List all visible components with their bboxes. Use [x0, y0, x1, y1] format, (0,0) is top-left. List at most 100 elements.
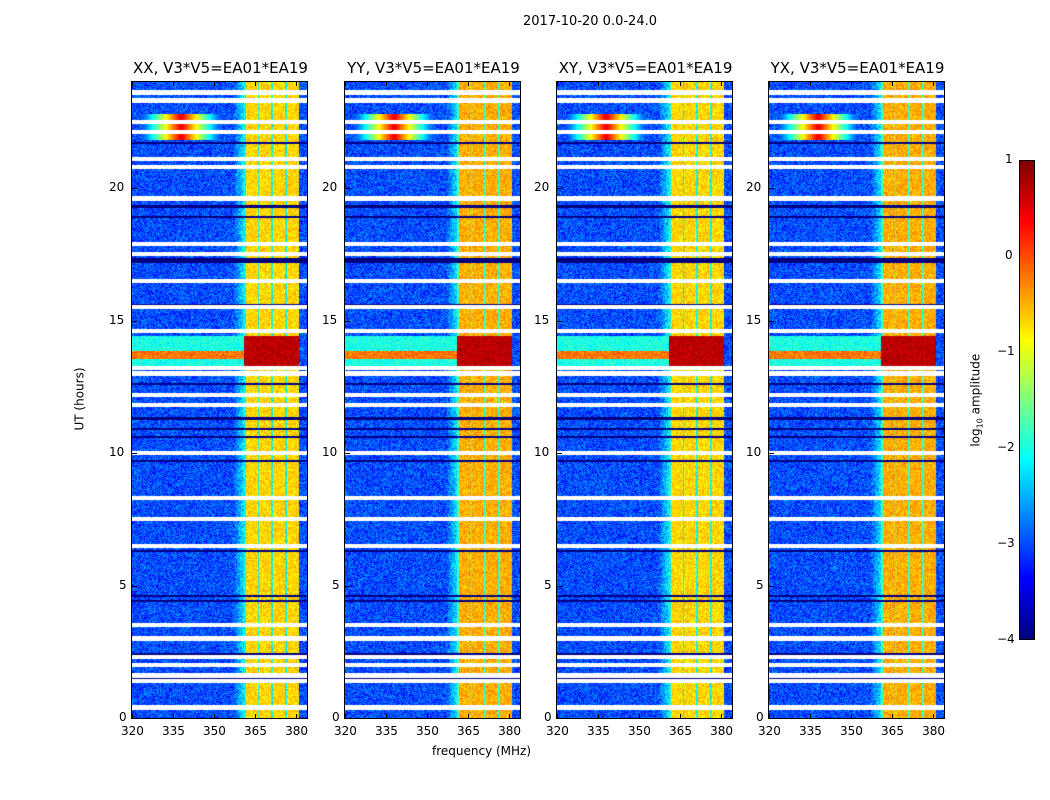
x-tick-mark [255, 714, 257, 719]
x-tick-mark [557, 714, 558, 719]
x-tick-mark [345, 714, 346, 719]
panel-title: XY, V3*V5=EA01*EA19 [558, 59, 733, 77]
figure-title: 2017-10-20 0.0-24.0 [523, 14, 657, 29]
x-tick-label: 335 [587, 724, 610, 738]
y-tick-label: 15 [534, 312, 550, 327]
x-tick-mark [721, 81, 723, 86]
x-tick-mark [173, 714, 175, 719]
y-tick-mark [557, 188, 562, 189]
y-tick-mark [132, 585, 137, 587]
x-tick-label: 335 [375, 724, 398, 738]
y-tick-label: 10 [534, 445, 550, 459]
y-tick-mark [132, 718, 137, 719]
y-tick-mark [557, 320, 562, 322]
x-tick-mark [345, 81, 346, 86]
y-tick-mark [345, 453, 350, 454]
panel-title: YX, V3*V5=EA01*EA19 [770, 59, 945, 77]
y-tick-label: 0 [756, 710, 764, 724]
y-tick-mark [769, 320, 774, 322]
y-tick-label: 10 [109, 445, 125, 459]
y-tick-mark [132, 453, 137, 454]
x-tick-mark [639, 714, 641, 719]
x-tick-label: 335 [162, 724, 185, 738]
panel-xy: XY, V3*V5=EA01*EA19 [556, 59, 733, 719]
x-tick-label: 320 [546, 724, 569, 738]
x-tick-label: 350 [628, 724, 651, 738]
y-tick-mark [345, 188, 350, 189]
y-tick-label: 20 [746, 180, 762, 194]
x-tick-mark [386, 714, 388, 719]
y-tick-mark [769, 585, 774, 587]
y-tick-mark [132, 188, 137, 189]
x-tick-mark [892, 81, 894, 86]
y-tick-label: 20 [322, 180, 338, 194]
x-tick-label: 380 [922, 724, 945, 738]
y-tick-label: 15 [322, 312, 338, 327]
x-tick-label: 380 [285, 724, 308, 738]
x-tick-mark [933, 81, 935, 86]
x-tick-mark [214, 81, 216, 86]
y-tick-label: 20 [109, 180, 125, 194]
x-tick-mark [892, 714, 894, 719]
x-tick-mark [769, 81, 770, 86]
x-tick-mark [468, 81, 470, 86]
x-tick-mark [173, 81, 175, 86]
x-tick-label: 350 [416, 724, 439, 738]
colorbar-label: log10 amplitude [968, 353, 985, 447]
x-tick-mark [214, 714, 216, 719]
y-tick-label: 15 [746, 312, 762, 327]
x-tick-mark [386, 81, 388, 86]
x-tick-label: 380 [498, 724, 521, 738]
waterfall-heatmap [557, 82, 732, 718]
y-tick-label: 20 [534, 180, 550, 194]
y-tick-mark [345, 718, 350, 719]
y-tick-mark [132, 320, 137, 322]
x-tick-mark [132, 81, 133, 86]
y-tick-label: 0 [119, 710, 127, 724]
x-tick-mark [933, 714, 935, 719]
y-tick-label: 5 [756, 577, 764, 592]
x-tick-mark [598, 81, 600, 86]
x-tick-mark [639, 81, 641, 86]
x-tick-label: 350 [840, 724, 863, 738]
x-tick-mark [810, 714, 812, 719]
y-tick-label: 10 [322, 445, 338, 459]
panel-yx: YX, V3*V5=EA01*EA19 [768, 59, 945, 719]
x-tick-mark [810, 81, 812, 86]
y-tick-label: 15 [109, 312, 125, 327]
panel-title: YY, V3*V5=EA01*EA19 [347, 59, 520, 77]
x-tick-mark [851, 81, 853, 86]
x-tick-mark [680, 714, 682, 719]
x-tick-mark [255, 81, 257, 86]
y-tick-label: 5 [119, 577, 127, 592]
x-tick-mark [598, 714, 600, 719]
x-tick-label: 365 [881, 724, 904, 738]
y-tick-mark [557, 585, 562, 587]
colorbar-tick-label: −4 [997, 632, 1015, 646]
x-tick-mark [680, 81, 682, 86]
colorbar [1019, 160, 1035, 640]
x-tick-label: 365 [244, 724, 267, 738]
y-tick-label: 0 [332, 710, 340, 724]
x-tick-mark [427, 714, 429, 719]
y-tick-label: 5 [332, 577, 340, 592]
waterfall-heatmap [132, 82, 307, 718]
x-tick-label: 335 [799, 724, 822, 738]
x-tick-mark [296, 81, 298, 86]
colorbar-tick-label: −1 [997, 344, 1015, 358]
y-tick-mark [345, 320, 350, 322]
x-tick-mark [769, 714, 770, 719]
x-tick-mark [851, 714, 853, 719]
panel-xx: XX, V3*V5=EA01*EA19 [131, 59, 308, 719]
x-tick-mark [509, 81, 511, 86]
x-tick-label: 350 [203, 724, 226, 738]
y-tick-mark [769, 453, 774, 454]
waterfall-heatmap [769, 82, 944, 718]
colorbar-tick-label: 0 [1005, 248, 1013, 262]
colorbar-gradient [1020, 161, 1034, 639]
x-tick-mark [509, 714, 511, 719]
x-tick-mark [296, 714, 298, 719]
x-tick-mark [427, 81, 429, 86]
x-tick-mark [557, 81, 558, 86]
